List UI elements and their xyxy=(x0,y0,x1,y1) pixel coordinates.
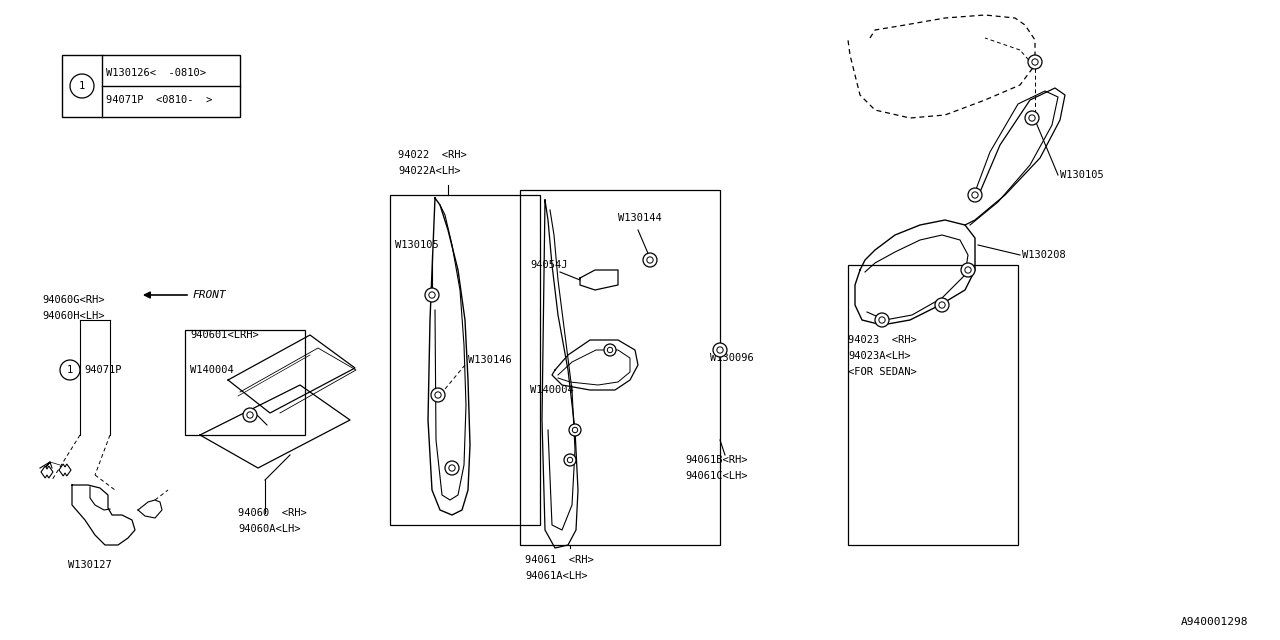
Circle shape xyxy=(968,188,982,202)
Text: 94022  <RH>: 94022 <RH> xyxy=(398,150,467,160)
Text: W130105: W130105 xyxy=(1060,170,1103,180)
Bar xyxy=(390,195,540,525)
Text: FRONT: FRONT xyxy=(192,290,225,300)
Text: 94061  <RH>: 94061 <RH> xyxy=(525,555,594,565)
Text: 94071P  <0810-  >: 94071P <0810- > xyxy=(106,95,212,105)
Circle shape xyxy=(243,408,257,422)
Text: <FOR SEDAN>: <FOR SEDAN> xyxy=(849,367,916,377)
Text: W130144: W130144 xyxy=(618,213,662,223)
Text: 94060A<LH>: 94060A<LH> xyxy=(238,524,301,534)
Polygon shape xyxy=(59,464,70,476)
Text: 94061B<RH>: 94061B<RH> xyxy=(685,455,748,465)
Text: 94060G<RH>: 94060G<RH> xyxy=(42,295,105,305)
Circle shape xyxy=(431,388,445,402)
Polygon shape xyxy=(41,466,52,478)
Text: W140004: W140004 xyxy=(530,385,573,395)
Text: 94061C<LH>: 94061C<LH> xyxy=(685,471,748,481)
Bar xyxy=(186,330,305,435)
Text: W130127: W130127 xyxy=(68,560,111,570)
Circle shape xyxy=(643,253,657,267)
Text: 94071P: 94071P xyxy=(84,365,122,375)
Circle shape xyxy=(876,313,890,327)
Text: 94022A<LH>: 94022A<LH> xyxy=(398,166,461,176)
Circle shape xyxy=(425,288,439,302)
Text: 94060I<LRH>: 94060I<LRH> xyxy=(189,330,259,340)
Bar xyxy=(520,190,721,545)
Circle shape xyxy=(934,298,948,312)
Text: 1: 1 xyxy=(67,365,73,375)
Text: W130105: W130105 xyxy=(396,240,439,250)
Circle shape xyxy=(445,461,460,475)
Circle shape xyxy=(564,454,576,466)
Text: 94060H<LH>: 94060H<LH> xyxy=(42,311,105,321)
Circle shape xyxy=(1025,111,1039,125)
Text: W130146: W130146 xyxy=(468,355,512,365)
Circle shape xyxy=(604,344,616,356)
Text: A940001298: A940001298 xyxy=(1180,617,1248,627)
Text: W130096: W130096 xyxy=(710,353,754,363)
Text: 1: 1 xyxy=(79,81,86,91)
Circle shape xyxy=(570,424,581,436)
Text: W140004: W140004 xyxy=(189,365,234,375)
Text: W130208: W130208 xyxy=(1021,250,1066,260)
Bar xyxy=(849,265,1018,545)
Text: 94061A<LH>: 94061A<LH> xyxy=(525,571,588,581)
Text: 94054J: 94054J xyxy=(530,260,567,270)
Text: 94023  <RH>: 94023 <RH> xyxy=(849,335,916,345)
Bar xyxy=(61,55,241,117)
Text: 94023A<LH>: 94023A<LH> xyxy=(849,351,910,361)
Circle shape xyxy=(961,263,975,277)
Circle shape xyxy=(1028,55,1042,69)
Text: W130126<  -0810>: W130126< -0810> xyxy=(106,68,206,78)
Text: 94060  <RH>: 94060 <RH> xyxy=(238,508,307,518)
Circle shape xyxy=(713,343,727,357)
